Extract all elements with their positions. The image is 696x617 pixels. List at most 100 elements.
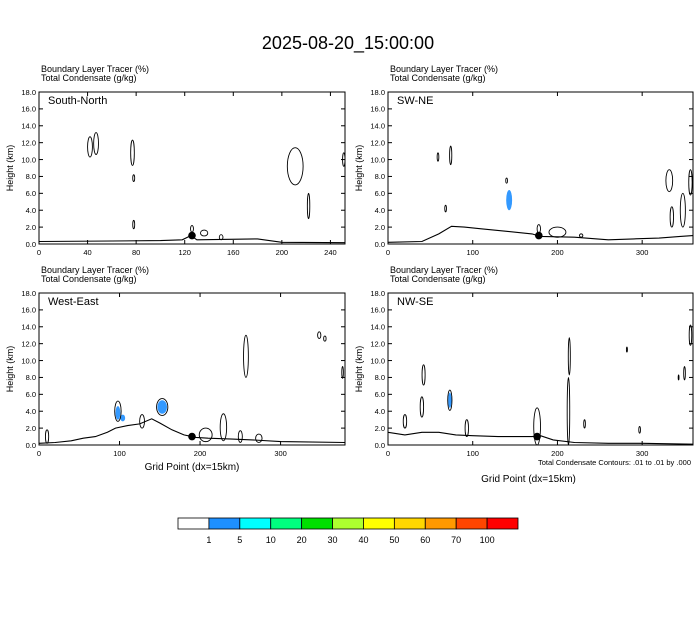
legend-label: 5 <box>237 535 242 545</box>
panel-label: SW-NE <box>397 95 433 107</box>
x-tick-label: 0 <box>386 449 390 458</box>
y-tick-label: 4.0 <box>375 206 385 215</box>
panel-header-condensate: Total Condensate (g/kg) <box>390 274 486 284</box>
condensate-contour <box>583 419 586 429</box>
x-tick-label: 200 <box>194 449 207 458</box>
x-tick-label: 120 <box>178 248 191 257</box>
x-tick-label: 100 <box>466 449 479 458</box>
y-tick-label: 8.0 <box>375 373 385 382</box>
y-tick-label: 0.0 <box>26 441 36 450</box>
condensate-contour <box>566 376 571 446</box>
panel-label: West-East <box>48 296 99 308</box>
condensate-contour <box>447 389 453 411</box>
y-tick-label: 16.0 <box>370 105 385 114</box>
condensate-contour <box>625 346 628 353</box>
x-tick-label: 0 <box>37 449 41 458</box>
legend-swatch <box>393 517 426 530</box>
y-axis-label: Height (km) <box>5 145 15 192</box>
plot-frame <box>38 91 346 245</box>
y-tick-label: 2.0 <box>26 424 36 433</box>
location-marker <box>535 231 543 240</box>
y-tick-label: 14.0 <box>370 323 385 332</box>
tracer-blob <box>120 414 126 422</box>
y-tick-label: 18.0 <box>370 88 385 97</box>
legend-swatch <box>239 517 272 530</box>
condensate-contour <box>198 427 213 443</box>
condensate-contour <box>567 337 571 376</box>
tracer-blob <box>506 189 513 211</box>
legend-label: 100 <box>480 535 495 545</box>
y-tick-label: 18.0 <box>21 88 36 97</box>
x-axis-label: Grid Point (dx=15km) <box>481 474 576 485</box>
x-tick-label: 160 <box>227 248 240 257</box>
y-tick-label: 6.0 <box>26 390 36 399</box>
condensate-contour <box>533 407 541 446</box>
location-marker <box>188 432 196 441</box>
condensate-contour <box>132 219 136 230</box>
condensate-contour <box>317 331 322 340</box>
legend-label: 40 <box>358 535 368 545</box>
x-tick-label: 200 <box>551 248 564 257</box>
panel-header-tracer: Boundary Layer Tracer (%) <box>390 64 498 74</box>
panel-header-condensate: Total Condensate (g/kg) <box>41 274 137 284</box>
x-tick-label: 100 <box>466 248 479 257</box>
condensate-contour <box>449 145 453 166</box>
location-marker <box>533 432 541 441</box>
x-tick-label: 0 <box>37 248 41 257</box>
legend-label: 1 <box>206 535 211 545</box>
y-tick-label: 8.0 <box>26 373 36 382</box>
legend-swatch <box>301 517 333 530</box>
condensate-contour <box>139 414 145 429</box>
y-tick-label: 14.0 <box>21 122 36 131</box>
panel-nw-se: Boundary Layer Tracer (%)Total Condensat… <box>354 265 694 485</box>
y-axis-label: Height (km) <box>5 346 15 393</box>
condensate-contour <box>286 147 304 186</box>
panel-header-tracer: Boundary Layer Tracer (%) <box>390 265 498 275</box>
y-tick-label: 6.0 <box>375 189 385 198</box>
legend-swatch <box>332 517 364 530</box>
legend-label: 70 <box>451 535 461 545</box>
y-tick-label: 0.0 <box>26 240 36 249</box>
legend-swatch <box>486 517 519 530</box>
condensate-contour <box>548 226 567 238</box>
legend-label: 10 <box>266 535 276 545</box>
condensate-contour <box>464 419 469 438</box>
panel-header-condensate: Total Condensate (g/kg) <box>390 73 486 83</box>
x-tick-label: 240 <box>324 248 337 257</box>
panel-sw-ne: Boundary Layer Tracer (%)Total Condensat… <box>354 64 694 257</box>
condensate-contour <box>683 366 686 381</box>
tracer-blob <box>115 406 121 420</box>
panel-label: NW-SE <box>397 296 433 308</box>
panel-south-north: Boundary Layer Tracer (%)Total Condensat… <box>5 64 346 257</box>
plot-frame <box>387 91 694 245</box>
y-tick-label: 12.0 <box>21 339 36 348</box>
condensate-contour <box>679 192 686 228</box>
condensate-contour <box>237 430 243 443</box>
panel-header-tracer: Boundary Layer Tracer (%) <box>41 64 149 74</box>
y-tick-label: 12.0 <box>370 339 385 348</box>
x-tick-label: 300 <box>636 449 649 458</box>
condensate-contour <box>200 229 209 237</box>
location-marker <box>188 231 196 240</box>
y-tick-label: 8.0 <box>26 172 36 181</box>
panel-header-condensate: Total Condensate (g/kg) <box>41 73 137 83</box>
y-tick-label: 0.0 <box>375 240 385 249</box>
x-axis-label: Grid Point (dx=15km) <box>145 462 240 473</box>
y-tick-label: 10.0 <box>21 356 36 365</box>
x-tick-label: 200 <box>551 449 564 458</box>
condensate-contour <box>341 366 344 379</box>
x-tick-label: 200 <box>276 248 289 257</box>
figure-title: 2025-08-20_15:00:00 <box>262 33 434 54</box>
y-tick-label: 12.0 <box>370 138 385 147</box>
y-tick-label: 16.0 <box>21 105 36 114</box>
condensate-contour <box>44 429 50 444</box>
condensate-contour <box>218 234 224 241</box>
y-tick-label: 6.0 <box>375 390 385 399</box>
x-tick-label: 40 <box>83 248 91 257</box>
y-tick-label: 10.0 <box>21 155 36 164</box>
x-tick-label: 80 <box>132 248 140 257</box>
legend-label: 50 <box>389 535 399 545</box>
condensate-contour <box>219 413 228 442</box>
condensate-contour <box>87 136 93 158</box>
y-tick-label: 10.0 <box>370 155 385 164</box>
